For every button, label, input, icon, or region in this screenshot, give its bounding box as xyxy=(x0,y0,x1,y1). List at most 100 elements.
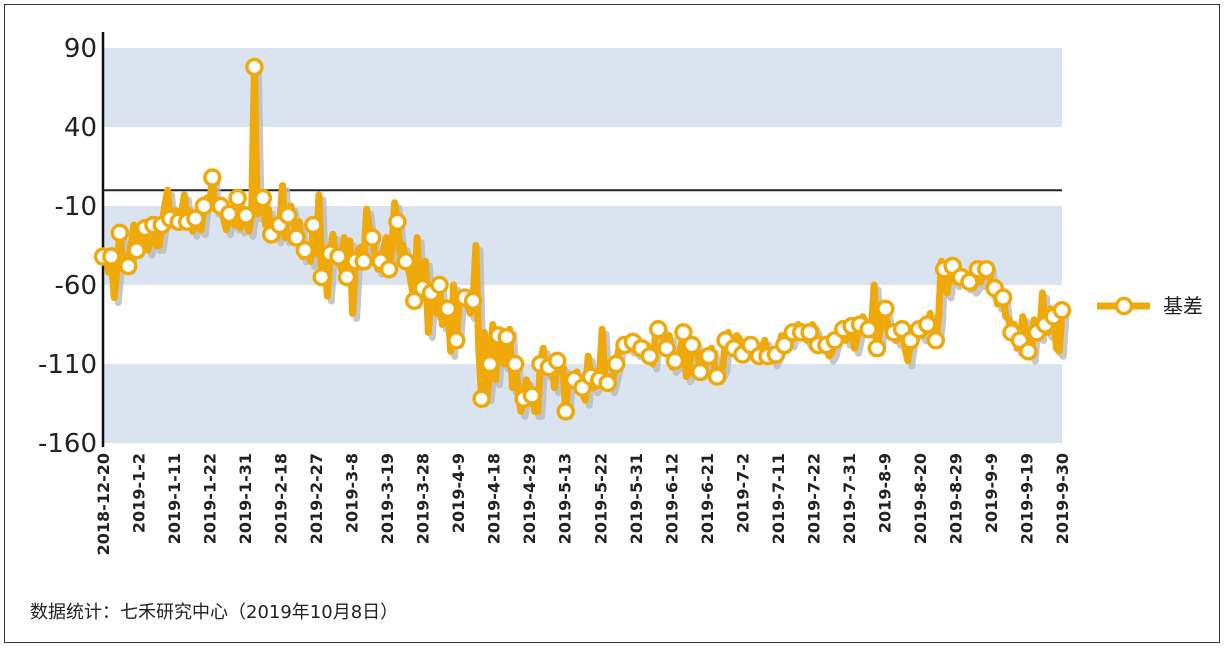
data-point xyxy=(337,267,357,287)
data-point xyxy=(699,346,718,366)
x-tick-label: 2019-3-8 xyxy=(343,453,362,533)
data-point xyxy=(648,319,668,339)
data-point xyxy=(691,362,710,382)
data-point xyxy=(480,354,500,374)
data-point xyxy=(775,335,794,355)
y-axis-ticks: 90 40 -10 -60 -110 -160 xyxy=(38,34,97,459)
background-bands xyxy=(103,48,1062,443)
data-point xyxy=(926,331,946,350)
x-tick-label: 2019-9-30 xyxy=(1053,453,1072,544)
data-point xyxy=(236,206,256,225)
data-point xyxy=(556,402,575,421)
x-tick-label: 2019-3-28 xyxy=(414,453,433,544)
data-point xyxy=(447,331,466,350)
x-tick-label: 2019-3-19 xyxy=(378,453,397,544)
data-point xyxy=(127,240,146,260)
data-point xyxy=(707,367,727,386)
legend: 基差 xyxy=(1097,294,1203,318)
x-tick-label: 2018-12-20 xyxy=(94,453,113,555)
x-tick-label: 2019-8-20 xyxy=(911,453,930,544)
data-point xyxy=(665,351,685,371)
data-point xyxy=(960,272,979,292)
data-point xyxy=(522,386,542,405)
data-point xyxy=(548,351,567,371)
data-point xyxy=(388,212,407,232)
data-point xyxy=(598,373,617,393)
y-tick-label: -160 xyxy=(38,429,97,459)
data-point xyxy=(497,327,517,347)
data-point xyxy=(118,256,138,276)
x-tick-label: 2019-7-2 xyxy=(733,453,752,533)
data-point xyxy=(472,389,491,409)
data-point xyxy=(287,228,306,247)
data-point xyxy=(362,228,382,247)
x-tick-label: 2019-1-22 xyxy=(201,453,220,544)
data-point xyxy=(993,288,1013,307)
data-point xyxy=(396,252,416,271)
data-point xyxy=(228,188,247,208)
x-tick-label: 2019-7-11 xyxy=(769,453,788,544)
x-tick-label: 2019-5-13 xyxy=(556,453,575,544)
data-point xyxy=(295,240,315,260)
source-note: 数据统计：七禾研究中心（2019年10月8日） xyxy=(30,602,399,623)
x-tick-label: 2019-4-29 xyxy=(520,453,539,544)
data-point xyxy=(800,323,819,342)
data-point xyxy=(186,209,205,228)
data-point xyxy=(505,354,525,374)
x-tick-label: 2019-9-9 xyxy=(982,453,1001,533)
data-point xyxy=(606,354,626,374)
data-point xyxy=(312,267,331,287)
x-tick-label: 2019-1-2 xyxy=(130,453,149,533)
legend-series-name: 基差 xyxy=(1163,294,1203,318)
data-point xyxy=(859,319,878,339)
data-point xyxy=(1052,301,1072,320)
series-markers xyxy=(93,57,1072,421)
data-point xyxy=(867,338,887,358)
data-point xyxy=(438,299,458,318)
data-point xyxy=(876,299,895,318)
y-tick-label: -10 xyxy=(55,192,97,222)
data-point xyxy=(304,215,323,235)
data-point xyxy=(918,315,937,334)
x-tick-label: 2019-8-29 xyxy=(946,453,965,544)
data-point xyxy=(682,335,702,355)
data-point xyxy=(194,196,214,216)
band-0 xyxy=(103,48,1062,127)
legend-marker-icon xyxy=(1114,296,1134,316)
x-tick-label: 2019-2-18 xyxy=(272,453,291,544)
x-tick-label: 2019-1-11 xyxy=(165,453,184,544)
data-point xyxy=(354,252,374,271)
x-tick-label: 2019-7-31 xyxy=(840,453,859,544)
x-tick-label: 2019-6-21 xyxy=(698,453,717,544)
data-point xyxy=(278,206,298,225)
y-tick-label: 90 xyxy=(64,34,97,64)
x-tick-label: 2019-4-18 xyxy=(485,453,504,544)
x-tick-label: 2019-2-27 xyxy=(307,453,326,544)
x-tick-label: 2019-1-31 xyxy=(236,453,255,544)
x-tick-label: 2019-8-9 xyxy=(875,453,894,533)
data-point xyxy=(245,57,264,77)
data-point xyxy=(253,188,273,208)
x-axis-ticks: 2018-12-20 2019-1-2 2019-1-11 2019-1-22 2019… xyxy=(94,453,1072,555)
x-tick-label: 2019-9-19 xyxy=(1017,453,1036,544)
data-point xyxy=(657,338,676,358)
x-tick-label: 2019-6-12 xyxy=(662,453,681,544)
data-point xyxy=(977,259,996,279)
y-tick-label: 40 xyxy=(64,113,97,143)
x-tick-label: 2019-7-22 xyxy=(804,453,823,544)
data-point xyxy=(405,291,424,311)
data-point xyxy=(203,168,222,187)
data-point xyxy=(674,323,693,342)
data-point xyxy=(1019,342,1038,361)
x-tick-label: 2019-4-9 xyxy=(449,453,468,533)
data-point xyxy=(329,247,348,266)
data-point xyxy=(430,275,449,295)
y-tick-label: -60 xyxy=(55,271,97,301)
x-tick-label: 2019-5-22 xyxy=(591,453,610,544)
data-point xyxy=(219,204,239,224)
x-tick-label: 2019-5-31 xyxy=(627,453,646,544)
data-point xyxy=(110,223,130,243)
y-tick-label: -110 xyxy=(38,350,97,380)
data-point xyxy=(463,291,483,311)
